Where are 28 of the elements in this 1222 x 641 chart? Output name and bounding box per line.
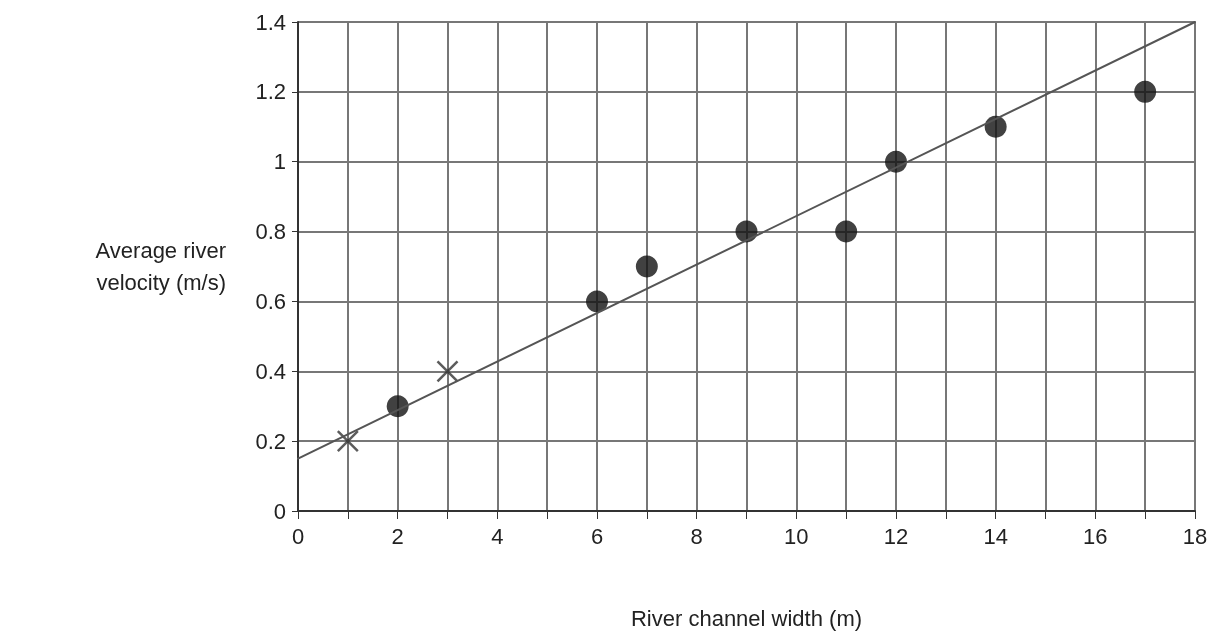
- point: [586, 290, 608, 313]
- x-tick-label: 14: [983, 523, 1008, 549]
- y-tick-label: 1.4: [255, 9, 286, 35]
- point: [635, 255, 658, 278]
- x-tick-label: 10: [784, 523, 809, 549]
- y-tick-label: 0.8: [255, 219, 286, 245]
- y-axis-title: Average river velocity (m/s): [95, 238, 226, 295]
- point: [735, 220, 758, 243]
- y-tick-label: 0.4: [255, 358, 286, 384]
- point: [436, 360, 459, 383]
- x-tick-label: 8: [690, 523, 703, 549]
- point: [885, 150, 907, 173]
- x-tick-label: 4: [491, 523, 504, 549]
- y-tick-label: 0.6: [255, 288, 286, 314]
- point: [1134, 80, 1157, 103]
- point: [336, 429, 360, 453]
- x-tick-label: 6: [590, 523, 604, 549]
- x-axis-title: River channel width (m): [630, 605, 863, 631]
- y-tick-label: 1.2: [255, 79, 286, 105]
- y-tick-label: 0: [273, 498, 286, 524]
- x-tick-label: 16: [1083, 523, 1108, 549]
- y-tick-label: 1: [273, 149, 286, 175]
- x-tick-label: 2: [391, 523, 404, 549]
- x-tick-label: 18: [1182, 523, 1208, 549]
- x-tick-label: 0: [291, 523, 305, 549]
- x-tick-label: 12: [883, 523, 909, 549]
- point: [835, 220, 858, 243]
- y-tick-label: 0.2: [255, 428, 286, 454]
